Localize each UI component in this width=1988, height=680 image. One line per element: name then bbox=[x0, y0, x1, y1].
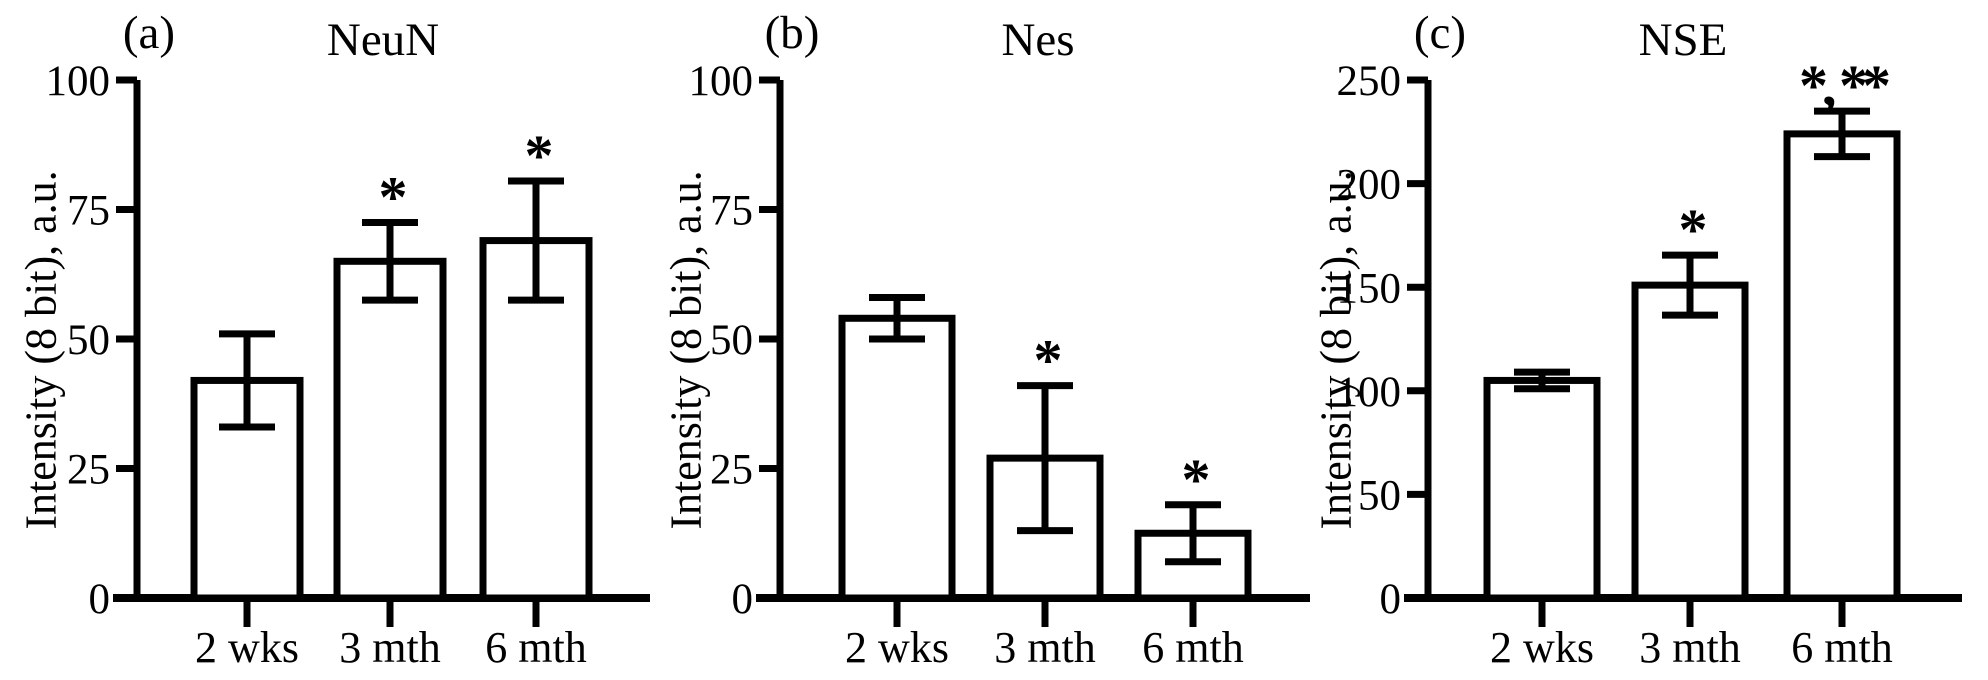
plot-area: 0 25 50 75 100 2 wks 3 mth * 6 mth * bbox=[46, 58, 650, 672]
panel-c: (c) NSE Intensity (8 bit), a.u. 0 50 100 15… bbox=[1311, 0, 1988, 680]
bar bbox=[1631, 281, 1749, 602]
y-tick-label: 75 bbox=[67, 188, 110, 235]
chart-title-nes: Nes bbox=[1001, 14, 1074, 66]
x-category-label: 3 mth bbox=[994, 623, 1095, 672]
y-axis-label: Intensity (8 bit), a.u. bbox=[16, 170, 65, 529]
y-tick-label: 25 bbox=[710, 447, 753, 494]
y-tick-label: 50 bbox=[1358, 472, 1401, 519]
x-category-label: 3 mth bbox=[339, 623, 440, 672]
bar bbox=[1783, 130, 1901, 602]
x-category-label: 6 mth bbox=[485, 623, 586, 672]
significance-marker: *, ** bbox=[1799, 53, 1889, 118]
y-tick-label: 0 bbox=[732, 576, 754, 623]
chart-title-nse: NSE bbox=[1639, 14, 1728, 66]
y-tick-label: 250 bbox=[1337, 58, 1402, 105]
y-tick-label: 0 bbox=[1380, 576, 1402, 623]
significance-marker: * bbox=[525, 123, 552, 188]
y-axis-label: Intensity (8 bit), a.u. bbox=[661, 170, 710, 529]
panel-a: (a) NeuN Intensity (8 bit), a.u. 0 25 50 75… bbox=[0, 0, 660, 680]
significance-marker: * bbox=[379, 164, 406, 229]
y-tick-label: 100 bbox=[46, 58, 111, 105]
bar bbox=[333, 257, 447, 602]
y-tick-label: 25 bbox=[67, 447, 110, 494]
significance-marker: * bbox=[1679, 197, 1706, 262]
x-category-label: 3 mth bbox=[1639, 623, 1740, 672]
panel-label-c: (c) bbox=[1414, 7, 1466, 59]
chart-title-neun: NeuN bbox=[327, 14, 439, 66]
nes-chart: (b) Nes Intensity (8 bit), a.u. 0 25 50 75 1… bbox=[661, 7, 1310, 672]
panel-b: (b) Nes Intensity (8 bit), a.u. 0 25 50 75 1… bbox=[660, 0, 1320, 680]
neun-chart: (a) NeuN Intensity (8 bit), a.u. 0 25 50 75… bbox=[16, 7, 650, 672]
panel-label-b: (b) bbox=[765, 7, 820, 59]
y-tick-label: 50 bbox=[67, 317, 110, 364]
significance-marker: * bbox=[1034, 328, 1061, 393]
y-axis-label: Intensity (8 bit), a.u. bbox=[1311, 170, 1360, 529]
plot-area: 0 25 50 75 100 2 wks 3 mth * 6 mth * bbox=[689, 58, 1310, 672]
y-tick-label: 75 bbox=[710, 188, 753, 235]
y-tick-label: 150 bbox=[1337, 265, 1402, 312]
x-category-label: 2 wks bbox=[845, 623, 949, 672]
panel-label-a: (a) bbox=[123, 7, 175, 59]
y-tick-label: 200 bbox=[1337, 162, 1402, 209]
x-category-label: 6 mth bbox=[1791, 623, 1892, 672]
significance-marker: * bbox=[1182, 447, 1209, 512]
x-category-label: 2 wks bbox=[195, 623, 299, 672]
y-tick-label: 100 bbox=[689, 58, 754, 105]
y-tick-label: 100 bbox=[1337, 369, 1402, 416]
y-tick-label: 50 bbox=[710, 317, 753, 364]
y-tick-label: 0 bbox=[89, 576, 111, 623]
plot-area: 0 50 100 150 200 250 2 wks 3 mth * 6 mth *, ** bbox=[1337, 53, 1962, 672]
x-category-label: 6 mth bbox=[1142, 623, 1243, 672]
bar bbox=[1483, 376, 1601, 602]
x-category-label: 2 wks bbox=[1490, 623, 1594, 672]
bar bbox=[838, 314, 956, 602]
nse-chart: (c) NSE Intensity (8 bit), a.u. 0 50 100 15… bbox=[1311, 7, 1962, 672]
